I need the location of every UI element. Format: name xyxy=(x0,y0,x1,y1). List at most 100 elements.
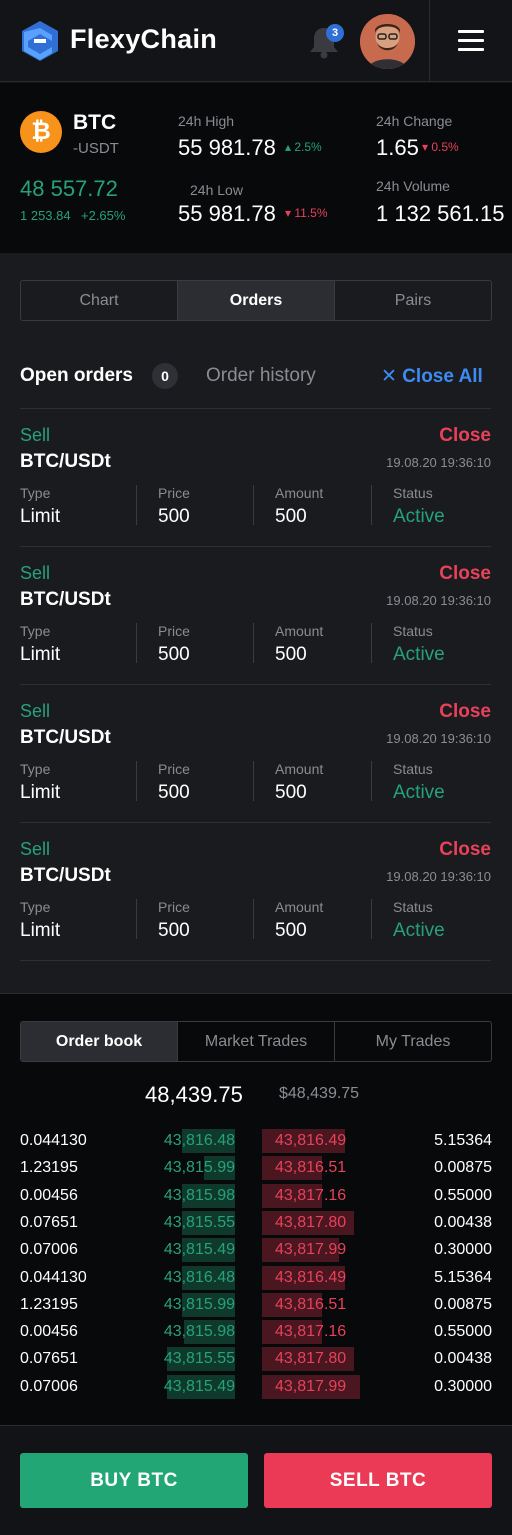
tab-order-book[interactable]: Order book xyxy=(21,1022,177,1061)
change-change: ▾ 0.5% xyxy=(422,140,459,154)
ask-price: 43,817.80 xyxy=(275,1350,347,1368)
change-label: 24h Change xyxy=(376,113,453,129)
close-order-button[interactable]: Close xyxy=(439,701,491,722)
column-divider xyxy=(136,899,137,939)
order-side: Sell xyxy=(20,563,51,583)
tab-market-trades[interactable]: Market Trades xyxy=(177,1022,334,1061)
order-pair: BTC/USDt xyxy=(20,865,111,886)
order-book-row[interactable]: 0.07651 43,815.55 43,817.80 0.00438 xyxy=(0,1210,512,1235)
tab-chart[interactable]: Chart xyxy=(79,292,119,309)
user-avatar[interactable] xyxy=(360,14,415,69)
close-all-button[interactable]: ✕ Close All xyxy=(381,366,483,387)
column-divider xyxy=(253,623,254,663)
app-header: FlexyChain 3 xyxy=(0,0,512,82)
order-book-row[interactable]: 0.044130 43,816.48 43,816.49 5.15364 xyxy=(0,1129,512,1153)
bid-price: 43,815.98 xyxy=(163,1323,235,1341)
bid-quantity: 0.044130 xyxy=(20,1268,87,1286)
bid-price: 43,815.55 xyxy=(163,1213,235,1231)
sell-button[interactable]: SELL BTC xyxy=(264,1453,492,1508)
ask-quantity: 5.15364 xyxy=(434,1268,492,1286)
order-book-row[interactable]: 1.23195 43,815.99 43,816.51 0.00875 xyxy=(0,1292,512,1317)
order-time: 19.08.20 19:36:10 xyxy=(386,455,491,470)
order-amount-value: 500 xyxy=(275,920,307,941)
order-history-tab[interactable]: Order history xyxy=(206,365,316,386)
order-type-label: Type xyxy=(20,899,51,915)
order-amount-label: Amount xyxy=(275,761,324,777)
buy-button[interactable]: BUY BTC xyxy=(20,1453,248,1508)
close-order-button[interactable]: Close xyxy=(439,425,491,446)
order-col-amount: Amount 500 xyxy=(275,761,323,805)
column-divider xyxy=(371,761,372,801)
order-book-row[interactable]: 0.07006 43,815.49 43,817.99 0.30000 xyxy=(0,1238,512,1263)
volume-value: 1 132 561.15 xyxy=(376,201,505,226)
order-price-value: 500 xyxy=(158,782,190,803)
tab-my-trades[interactable]: My Trades xyxy=(334,1022,491,1061)
order-pair: BTC/USDt xyxy=(20,727,111,748)
ask-price: 43,817.16 xyxy=(275,1323,347,1341)
book-price-usd: $48,439.75 xyxy=(279,1085,360,1102)
hamburger-menu-icon[interactable] xyxy=(458,28,484,52)
order-type-label: Type xyxy=(20,485,51,501)
column-divider xyxy=(371,899,372,939)
order-book-row[interactable]: 0.07006 43,815.49 43,817.99 0.30000 xyxy=(0,1374,512,1399)
order-price-value: 500 xyxy=(158,506,190,527)
order-type-value: Limit xyxy=(20,782,61,803)
order-time: 19.08.20 19:36:10 xyxy=(386,731,491,746)
order-side: Sell xyxy=(20,839,51,859)
change-value: 1.65 xyxy=(376,135,419,160)
volume-label: 24h Volume xyxy=(376,178,450,194)
bid-depth-bar xyxy=(182,1183,235,1208)
order-book-row[interactable]: 0.00456 43,815.98 43,817.16 0.55000 xyxy=(0,1183,512,1208)
order-col-price: Price 500 xyxy=(158,485,190,529)
order-book-row[interactable]: 0.044130 43,816.48 43,816.49 5.15364 xyxy=(0,1265,512,1290)
bid-quantity: 0.044130 xyxy=(20,1132,87,1149)
ask-depth-bar xyxy=(262,1374,360,1399)
ask-depth-bar xyxy=(262,1156,322,1181)
order-book-row[interactable]: 0.00456 43,815.98 43,817.16 0.55000 xyxy=(0,1320,512,1345)
book-tabs: Order book Market Trades My Trades xyxy=(20,1021,492,1062)
order-col-type: Type Limit xyxy=(20,899,60,943)
order-status-value: Active xyxy=(393,782,445,803)
bid-depth-bar xyxy=(167,1374,235,1399)
ask-quantity: 0.55000 xyxy=(434,1186,492,1204)
coin-symbol: BTC xyxy=(73,111,117,134)
bid-price: 43,815.55 xyxy=(163,1350,235,1368)
ask-price: 43,817.80 xyxy=(275,1213,347,1231)
bid-price: 43,816.48 xyxy=(163,1268,235,1286)
order-book-row[interactable]: 1.23195 43,815.99 43,816.51 0.00875 xyxy=(0,1156,512,1181)
tab-orders[interactable]: Orders xyxy=(177,281,334,320)
order-status-value: Active xyxy=(393,506,445,527)
ask-price: 43,817.99 xyxy=(275,1241,347,1259)
flexychain-logo[interactable] xyxy=(20,19,60,63)
bid-quantity: 0.07651 xyxy=(20,1213,78,1231)
close-order-button[interactable]: Close xyxy=(439,563,491,584)
coin-quote: -USDT xyxy=(73,140,119,157)
order-book-row[interactable]: 0.07651 43,815.55 43,817.80 0.00438 xyxy=(0,1347,512,1372)
notification-badge: 3 xyxy=(326,24,344,42)
order-type-value: Limit xyxy=(20,644,61,665)
ask-price: 43,816.49 xyxy=(275,1132,347,1149)
open-orders-tab[interactable]: Open orders xyxy=(20,365,133,386)
ask-depth-bar xyxy=(262,1129,345,1153)
close-order-button[interactable]: Close xyxy=(439,839,491,860)
ask-price: 43,816.51 xyxy=(275,1159,347,1177)
btc-coin-icon: ₿ xyxy=(20,111,62,153)
order-type-value: Limit xyxy=(20,506,61,527)
orders-panel: Chart Orders Pairs Open orders 0 Order h… xyxy=(0,253,512,993)
order-price-label: Price xyxy=(158,761,190,777)
order-col-type: Type Limit xyxy=(20,485,60,529)
bid-depth-bar xyxy=(182,1265,235,1290)
order-book-panel: Order book Market Trades My Trades 48,43… xyxy=(0,993,512,1425)
ask-depth-bar xyxy=(262,1347,354,1372)
order-status-label: Status xyxy=(393,899,433,915)
bid-quantity: 0.07006 xyxy=(20,1377,78,1395)
order-col-amount: Amount 500 xyxy=(275,623,323,667)
high-change: ▴ 2.5% xyxy=(285,140,322,154)
ask-quantity: 0.55000 xyxy=(434,1323,492,1341)
column-divider xyxy=(253,761,254,801)
order-card: Sell BTC/USDt Close 19.08.20 19:36:10 Type Li… xyxy=(20,822,491,960)
ask-depth-bar xyxy=(262,1210,354,1235)
tab-pairs[interactable]: Pairs xyxy=(334,281,491,320)
order-price-value: 500 xyxy=(158,644,190,665)
down-arrow-icon: ▾ xyxy=(285,206,295,220)
